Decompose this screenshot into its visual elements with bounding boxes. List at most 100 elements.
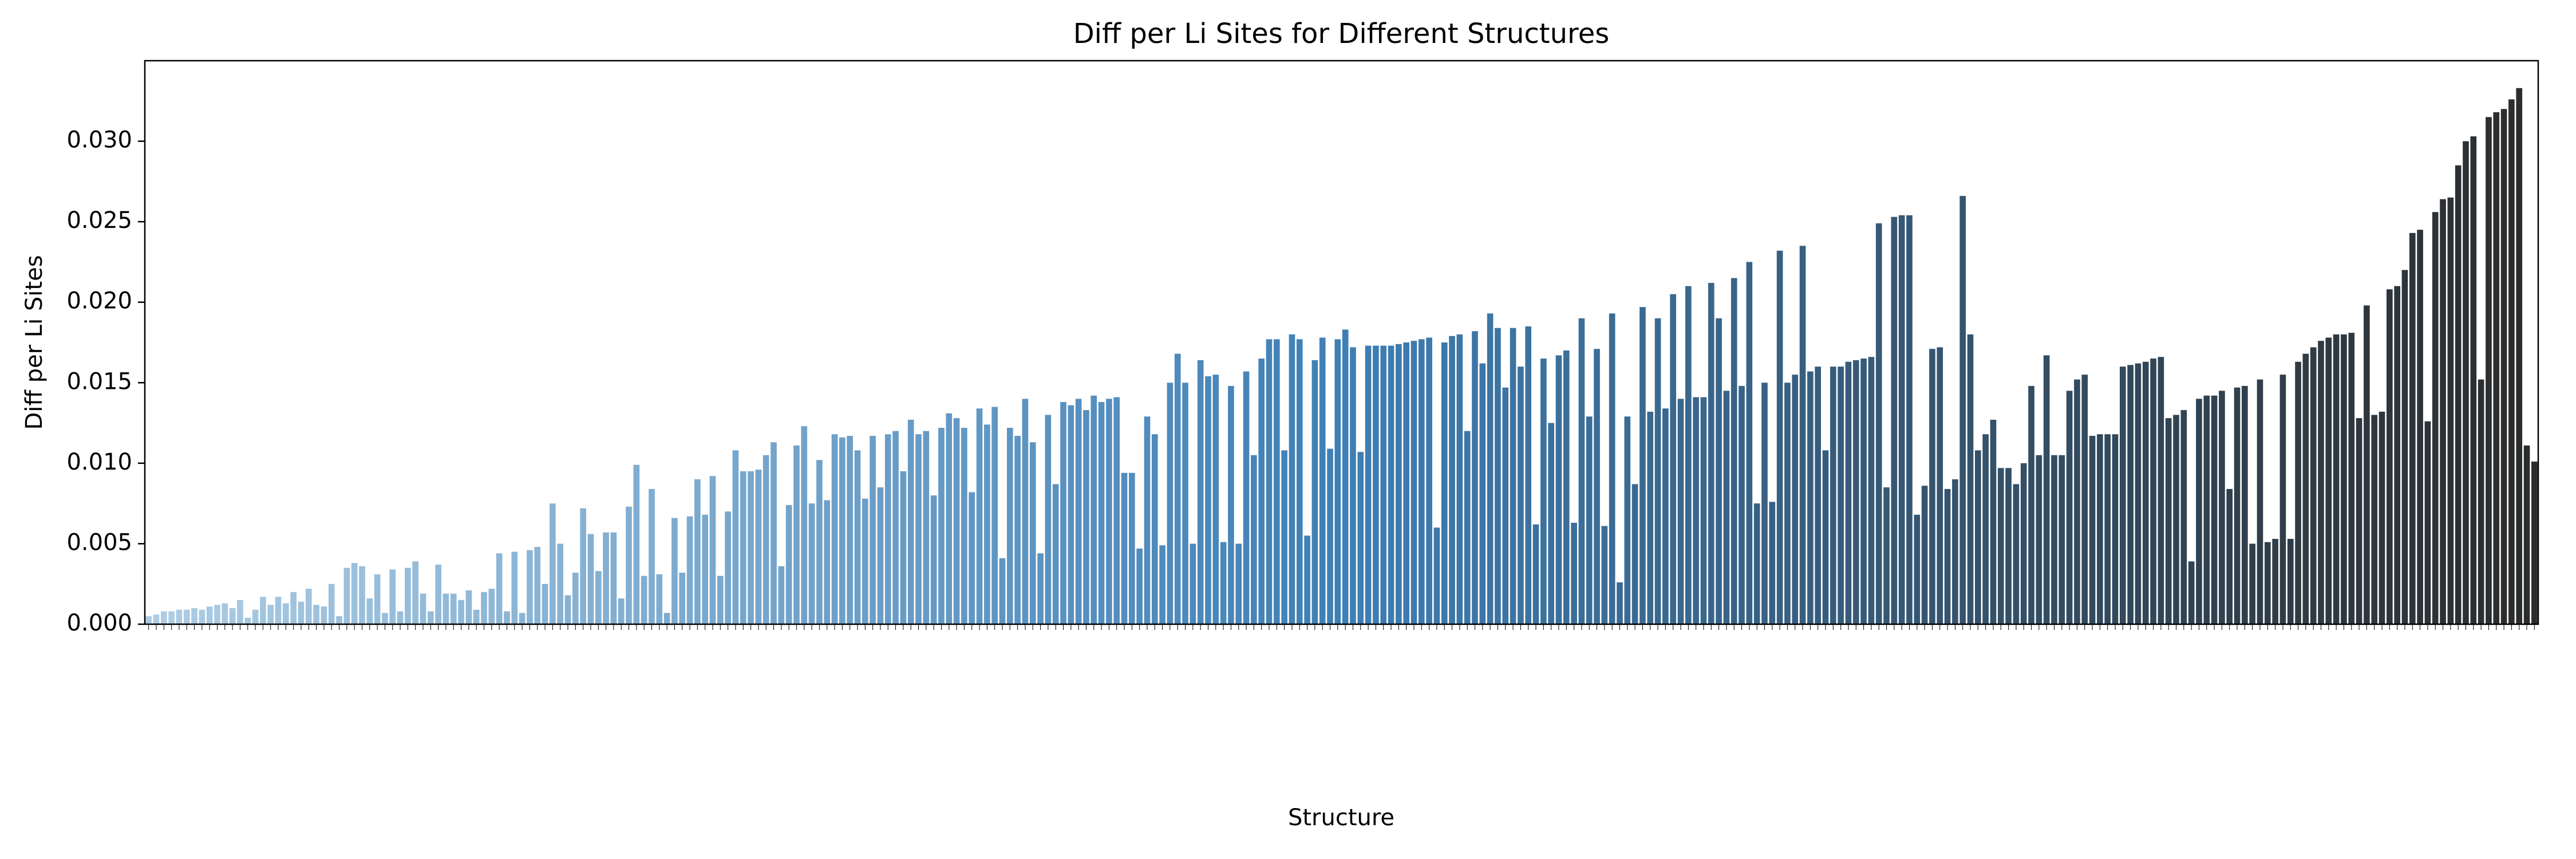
bar <box>1136 548 1143 624</box>
bar <box>1891 216 1898 624</box>
bar <box>145 616 152 624</box>
bar <box>999 558 1006 624</box>
bar <box>290 592 297 624</box>
bar <box>1235 543 1242 624</box>
bar <box>1769 502 1776 624</box>
y-tick-label: 0.010 <box>66 449 132 475</box>
bar <box>389 569 396 624</box>
bar <box>527 550 533 624</box>
bar <box>2158 357 2164 624</box>
bar <box>1014 436 1021 624</box>
bar <box>1830 367 1836 624</box>
bar <box>564 595 571 624</box>
y-axis-label: Diff per Li Sites <box>21 255 48 430</box>
bar <box>1617 582 1623 624</box>
bar <box>961 428 967 624</box>
bar <box>717 576 724 624</box>
bar <box>1997 468 2004 624</box>
bar <box>626 506 632 624</box>
bar <box>2531 462 2538 624</box>
bar <box>1776 250 1783 625</box>
bar <box>1083 410 1089 624</box>
bar <box>686 516 693 624</box>
bar <box>801 426 808 624</box>
bar <box>1258 358 1265 624</box>
bar <box>336 616 342 624</box>
bar <box>2173 415 2179 624</box>
bar <box>2264 542 2271 624</box>
bar <box>435 564 441 624</box>
bar <box>1296 339 1303 624</box>
bar <box>1342 329 1349 624</box>
bar <box>2470 136 2477 624</box>
bar <box>2500 109 2507 625</box>
bar <box>1510 328 1516 624</box>
bar <box>313 605 319 624</box>
bar <box>1357 452 1364 624</box>
bar <box>1929 349 1935 624</box>
bar <box>2287 538 2294 624</box>
bar <box>2013 484 2020 624</box>
bar <box>1182 383 1188 624</box>
bar <box>275 597 282 624</box>
bar <box>793 445 800 624</box>
bar <box>153 614 160 624</box>
bar <box>2005 468 2012 624</box>
bar <box>450 593 457 624</box>
bar <box>572 573 579 624</box>
bar <box>2424 421 2431 624</box>
bar <box>488 589 495 624</box>
bar <box>656 574 663 624</box>
bar <box>1212 375 1219 624</box>
plot-frame <box>144 60 2539 625</box>
bar <box>969 492 975 624</box>
bar <box>1251 455 1257 624</box>
bar <box>1151 434 1158 624</box>
bar <box>1129 472 1135 624</box>
bar <box>847 436 853 624</box>
bar <box>816 460 823 624</box>
bar <box>748 471 754 624</box>
y-tick-label: 0.015 <box>66 368 132 395</box>
bar <box>2081 375 2088 624</box>
bar <box>397 611 404 624</box>
bar <box>1578 318 1585 624</box>
bar <box>946 413 953 624</box>
bar <box>1098 402 1105 624</box>
y-tick-label: 0.005 <box>66 529 132 555</box>
y-tick-label: 0.000 <box>66 610 132 636</box>
bar <box>298 601 305 624</box>
bar <box>260 597 266 624</box>
bar <box>771 442 777 624</box>
bar <box>504 611 510 624</box>
bar <box>1601 526 1608 624</box>
bar <box>2226 488 2233 624</box>
y-tick-label: 0.020 <box>66 288 132 314</box>
bar <box>1266 339 1273 624</box>
bar <box>2401 270 2408 624</box>
bar <box>1472 331 1478 624</box>
bar <box>2036 455 2042 624</box>
bar <box>2020 463 2027 624</box>
bar <box>1716 318 1722 624</box>
bar <box>778 566 785 624</box>
bar <box>1555 355 1562 624</box>
bar <box>405 568 411 624</box>
bar <box>1022 399 1029 624</box>
bar <box>168 611 175 624</box>
bar <box>1365 345 1372 624</box>
bar <box>420 593 426 624</box>
bar <box>2463 141 2469 625</box>
bar <box>808 503 815 624</box>
bar <box>2059 455 2065 624</box>
bar <box>1670 294 1677 624</box>
bar <box>2325 337 2332 624</box>
bar <box>2310 347 2317 624</box>
bar <box>1959 196 1966 624</box>
bar <box>671 518 678 624</box>
bar <box>877 487 884 624</box>
bar <box>1319 337 1326 624</box>
bar <box>1532 524 1539 624</box>
bar <box>1373 345 1379 624</box>
bar <box>831 434 838 624</box>
